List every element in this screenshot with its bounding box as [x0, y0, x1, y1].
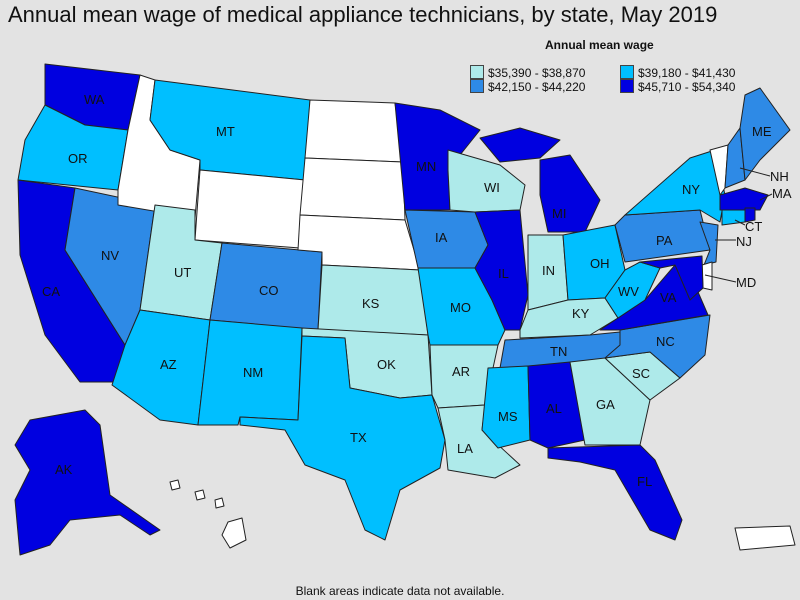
label-CT: CT [745, 219, 762, 234]
label-AL: AL [546, 401, 562, 416]
state-AL [527, 361, 586, 449]
label-GA: GA [596, 397, 615, 412]
label-ME: ME [752, 124, 772, 139]
legend-item-3: $42,150 - $44,220 [470, 79, 585, 94]
label-AK: AK [55, 462, 73, 477]
label-MD: MD [736, 275, 756, 290]
label-NH: NH [770, 169, 789, 184]
label-UT: UT [174, 265, 191, 280]
label-WV: WV [618, 284, 639, 299]
label-AR: AR [452, 364, 470, 379]
label-SC: SC [632, 366, 650, 381]
state-WY [194, 169, 306, 249]
territory-PR [734, 525, 796, 551]
state-IL [474, 209, 529, 331]
state-HI [169, 479, 247, 549]
label-OH: OH [590, 256, 610, 271]
label-LA: LA [457, 441, 473, 456]
label-IA: IA [435, 230, 448, 245]
state-NY [624, 149, 726, 223]
map-title: Annual mean wage of medical appliance te… [8, 2, 718, 27]
label-VA: VA [660, 290, 677, 305]
label-CO: CO [259, 283, 279, 298]
state-MI-upper [479, 127, 561, 163]
legend-item-4: $45,710 - $54,340 [620, 79, 735, 94]
label-OK: OK [377, 357, 396, 372]
state-VA [599, 264, 709, 331]
label-MO: MO [450, 300, 471, 315]
legend-swatch [470, 79, 484, 93]
legend-item-2: $39,180 - $41,430 [620, 65, 735, 80]
leader-NH [739, 167, 771, 177]
label-MN: MN [416, 159, 436, 174]
leader-CT [734, 219, 746, 226]
label-NY: NY [682, 182, 700, 197]
state-MD [639, 255, 704, 301]
label-MA: MA [772, 186, 792, 201]
label-NJ: NJ [736, 234, 752, 249]
label-NM: NM [243, 365, 263, 380]
legend-label: $42,150 - $44,220 [488, 80, 586, 94]
label-AZ: AZ [160, 357, 177, 372]
leader-MA [759, 193, 773, 201]
leader-MD [704, 274, 737, 283]
footnote: Blank areas indicate data not available. [295, 584, 505, 598]
legend-swatch [620, 79, 634, 93]
state-NC [604, 314, 711, 379]
state-FL [547, 444, 683, 541]
legend-label: $35,390 - $38,870 [488, 66, 586, 80]
label-NV: NV [101, 248, 119, 263]
label-MI: MI [552, 206, 566, 221]
state-ND [304, 99, 404, 163]
label-MT: MT [216, 124, 235, 139]
state-TX [239, 335, 446, 541]
label-FL: FL [637, 474, 652, 489]
state-ME [739, 87, 791, 181]
legend-title: Annual mean wage [545, 38, 654, 52]
label-OR: OR [68, 151, 88, 166]
label-KS: KS [362, 296, 380, 311]
label-IL: IL [498, 266, 509, 281]
label-IN: IN [542, 263, 555, 278]
state-MA [719, 187, 769, 211]
state-MS [481, 365, 531, 449]
legend-swatch [620, 65, 634, 79]
label-NC: NC [656, 334, 675, 349]
label-PA: PA [656, 233, 673, 248]
state-AK [14, 409, 161, 556]
state-MI [539, 154, 601, 233]
state-RI [744, 207, 756, 223]
legend-label: $45,710 - $54,340 [638, 80, 736, 94]
state-GA [569, 357, 651, 446]
label-KY: KY [572, 306, 590, 321]
legend-label: $39,180 - $41,430 [638, 66, 736, 80]
legend-swatch [470, 65, 484, 79]
label-TX: TX [350, 430, 367, 445]
label-WI: WI [484, 180, 500, 195]
label-CA: CA [42, 284, 60, 299]
label-TN: TN [550, 344, 567, 359]
label-WA: WA [84, 92, 105, 107]
state-SD [299, 157, 406, 221]
label-MS: MS [498, 409, 518, 424]
legend-item-1: $35,390 - $38,870 [470, 65, 585, 80]
